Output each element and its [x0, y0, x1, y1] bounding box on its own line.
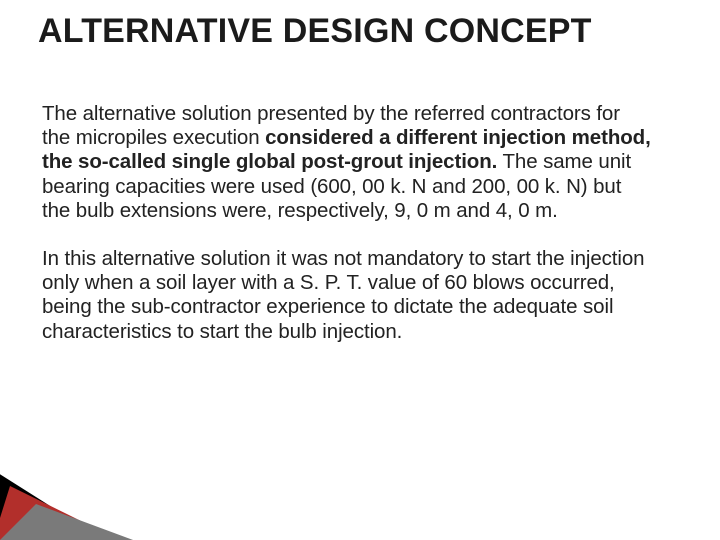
paragraph-2: In this alternative solution it was not … — [42, 247, 652, 344]
slide: ALTERNATIVE DESIGN CONCEPT The alternati… — [0, 0, 720, 540]
paragraph-1: The alternative solution presented by th… — [42, 102, 652, 223]
corner-decoration-icon — [0, 450, 190, 540]
wedge-red — [0, 486, 140, 540]
page-title: ALTERNATIVE DESIGN CONCEPT — [38, 12, 682, 51]
wedge-black — [0, 468, 120, 540]
body-text: The alternative solution presented by th… — [42, 102, 652, 368]
wedge-grey — [0, 504, 160, 540]
